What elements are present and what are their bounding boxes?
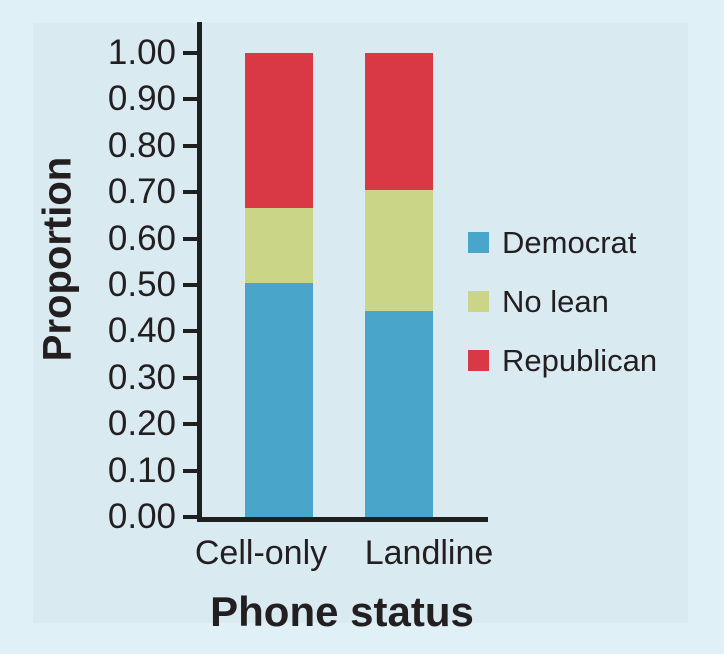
x-axis-title: Phone status bbox=[210, 588, 474, 635]
legend: Democrat No lean Republican bbox=[468, 227, 657, 376]
legend-item: Democrat bbox=[468, 227, 657, 258]
y-tick-label: 0.40 bbox=[107, 311, 176, 351]
y-tick-mark bbox=[183, 143, 197, 148]
y-tick-label: 0.50 bbox=[107, 265, 176, 304]
y-tick-mark bbox=[183, 236, 197, 241]
y-tick-label: 0.90 bbox=[107, 79, 176, 119]
y-tick-label: 1.00 bbox=[107, 33, 176, 72]
y-tick-mark bbox=[183, 283, 197, 287]
legend-swatch-icon bbox=[468, 291, 489, 312]
y-tick-mark bbox=[183, 515, 197, 519]
y-tick-mark bbox=[183, 190, 197, 195]
y-tick-label: 0.00 bbox=[107, 497, 176, 536]
x-axis-line bbox=[197, 517, 488, 522]
legend-label: No lean bbox=[502, 284, 609, 319]
y-axis-line bbox=[197, 22, 202, 521]
legend-item: No lean bbox=[468, 286, 657, 317]
legend-swatch-icon bbox=[468, 232, 489, 253]
x-category-label: Cell-only bbox=[194, 534, 328, 572]
y-tick-label: 0.60 bbox=[107, 218, 176, 258]
legend-swatch-icon bbox=[468, 350, 489, 371]
plot-panel-background bbox=[33, 23, 688, 623]
y-tick-label: 0.10 bbox=[107, 450, 176, 490]
y-tick-mark bbox=[183, 329, 197, 334]
y-tick-mark bbox=[183, 375, 197, 380]
bar-segment-landline-democrat bbox=[365, 310, 433, 517]
x-category-label: Landline bbox=[364, 534, 494, 572]
y-tick-label: 0.70 bbox=[107, 172, 176, 212]
bar-segment-landline-republican bbox=[365, 53, 433, 190]
y-tick-label: 0.80 bbox=[107, 125, 176, 165]
bar-segment-cell-only-democrat bbox=[245, 282, 313, 517]
bar-segment-cell-only-no-lean bbox=[245, 208, 313, 283]
y-tick-mark bbox=[183, 97, 197, 102]
legend-item: Republican bbox=[468, 345, 657, 376]
legend-label: Democrat bbox=[502, 225, 637, 260]
y-tick-label: 0.20 bbox=[107, 404, 176, 444]
y-tick-mark bbox=[183, 468, 197, 473]
legend-label: Republican bbox=[502, 343, 658, 378]
y-tick-mark bbox=[183, 422, 197, 427]
bar-segment-landline-no-lean bbox=[365, 189, 433, 311]
y-tick-mark bbox=[183, 51, 197, 55]
y-tick-label: 0.30 bbox=[107, 357, 176, 397]
bar-segment-cell-only-republican bbox=[245, 53, 313, 209]
